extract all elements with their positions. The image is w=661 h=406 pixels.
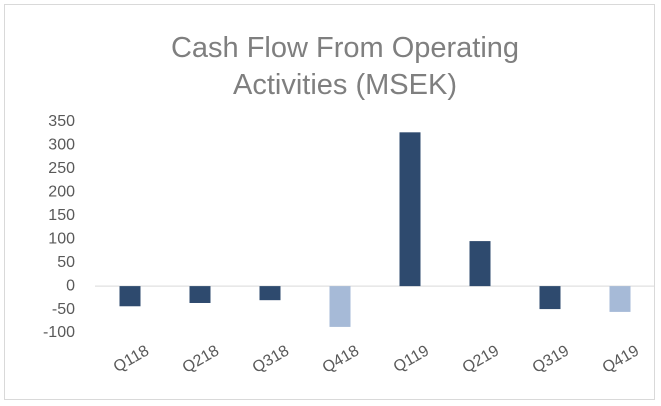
y-tick-label: -50 — [52, 301, 75, 318]
bar — [119, 286, 141, 307]
y-tick-label: 0 — [66, 277, 75, 294]
x-tick-label: Q118 — [111, 342, 152, 376]
x-tick-label: Q219 — [460, 342, 502, 376]
y-tick-label: 300 — [48, 137, 75, 154]
bar — [399, 132, 421, 287]
bar — [539, 286, 561, 310]
y-tick-label: -100 — [43, 324, 75, 341]
x-tick-label: Q318 — [250, 342, 292, 376]
x-tick-label: Q418 — [320, 342, 362, 376]
y-tick-label: 350 — [48, 113, 75, 130]
x-tick-label: Q319 — [530, 342, 572, 376]
bar — [609, 286, 631, 312]
y-tick-label: 200 — [48, 184, 75, 201]
y-tick-label: 100 — [48, 230, 75, 247]
y-tick-label: 150 — [48, 207, 75, 224]
chart-title: Cash Flow From Operating Activities (MSE… — [170, 32, 520, 101]
y-tick-label: 50 — [57, 254, 75, 271]
bar — [469, 241, 491, 287]
x-tick-label: Q218 — [180, 342, 222, 376]
y-tick-label: 250 — [48, 160, 75, 177]
x-tick-label: Q119 — [391, 342, 432, 376]
bar — [259, 286, 281, 301]
bar — [189, 286, 211, 303]
x-tick-label: Q419 — [600, 342, 642, 376]
bar — [329, 286, 351, 327]
chart-frame — [4, 4, 655, 400]
